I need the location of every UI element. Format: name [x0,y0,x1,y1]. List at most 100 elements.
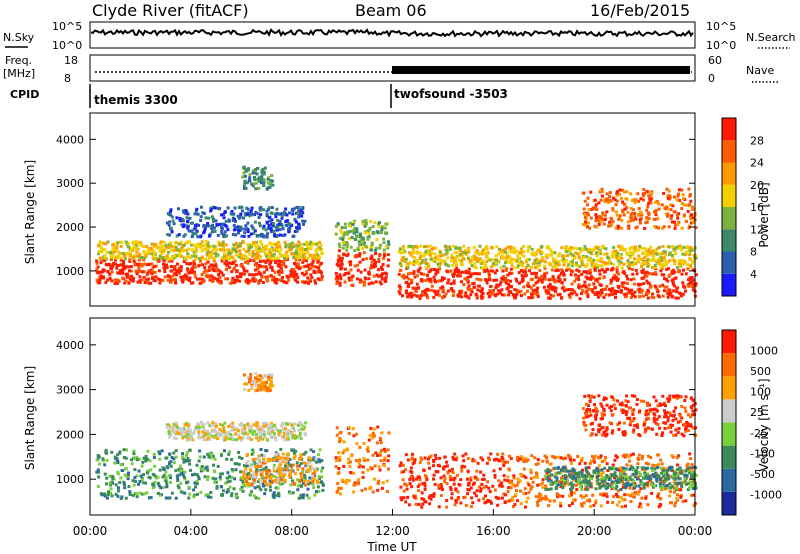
range-cell [310,262,314,266]
range-cell [372,433,376,437]
range-cell [201,211,205,215]
range-cell [366,458,370,462]
range-cell [543,277,547,281]
range-cell [535,272,538,275]
range-cell [262,224,266,228]
range-cell [238,242,242,246]
range-cell [384,222,388,226]
range-cell [267,259,271,263]
range-cell [485,247,489,251]
range-cell [519,261,523,265]
range-cell [532,284,536,287]
range-cell [519,289,523,293]
range-cell [452,478,456,482]
range-cell [192,430,196,434]
colorbar-swatch [722,207,736,230]
range-cell [367,231,371,235]
range-cell [99,274,103,278]
range-cell [412,293,416,297]
range-cell [418,297,422,301]
range-cell [268,389,272,393]
range-cell [203,433,207,437]
range-cell [622,213,626,217]
range-cell [479,487,483,491]
range-cell [433,259,437,263]
range-cell [518,281,521,285]
range-cell [260,178,263,182]
range-cell [215,486,219,490]
range-cell [271,268,275,272]
range-cell [281,460,285,464]
range-cell [158,254,162,258]
range-cell [686,267,690,271]
range-cell [586,196,590,200]
range-cell [277,452,281,456]
range-cell [358,278,362,282]
range-cell [626,265,630,269]
range-cell [198,436,202,440]
range-cell [637,283,641,287]
range-cell [291,436,295,440]
range-cell [254,248,258,252]
range-cell [410,245,414,248]
range-cell [426,296,430,300]
range-cell [363,459,366,462]
range-cell [402,496,406,500]
range-cell [189,221,193,225]
range-cell [446,470,450,474]
range-cell [321,488,325,492]
range-cell [431,259,435,263]
range-cell [562,257,566,261]
range-cell [188,276,192,280]
range-cell [516,254,520,258]
range-cell [132,449,136,453]
range-cell [225,248,229,252]
range-cell [661,251,664,255]
range-cell [158,468,162,472]
range-cell [175,474,179,478]
range-cell [177,432,181,435]
range-cell [196,492,199,496]
range-cell [629,219,633,223]
range-cell [351,274,355,278]
colorbar-swatch [722,162,736,185]
range-cell [379,441,383,445]
range-cell [589,216,593,220]
range-cell [108,272,112,276]
range-cell [563,278,567,282]
range-cell [145,471,149,475]
range-cell [428,269,432,273]
range-cell [427,461,431,465]
range-cell [631,268,634,271]
range-cell [445,249,449,253]
range-cell [424,266,428,269]
range-cell [504,247,508,251]
range-cell [217,207,221,211]
range-cell [383,456,387,460]
range-cell [410,294,414,298]
range-cell [165,456,169,460]
range-cell [241,489,245,493]
range-cell [412,263,416,267]
range-cell [456,473,459,477]
range-cell [252,381,256,385]
range-cell [404,468,407,472]
range-cell [383,226,387,230]
range-cell [223,432,227,436]
range-cell [474,258,478,261]
range-cell [401,478,405,482]
range-cell [656,289,659,293]
range-cell [253,176,256,179]
range-cell [231,232,235,236]
range-cell [255,432,258,436]
range-cell [682,213,686,217]
range-cell [588,251,592,255]
range-cell [248,428,252,432]
range-cell [298,242,302,246]
range-cell [96,265,100,269]
range-cell [160,252,163,255]
range-cell [124,496,128,500]
range-cell [264,234,268,238]
range-cell [506,273,510,277]
